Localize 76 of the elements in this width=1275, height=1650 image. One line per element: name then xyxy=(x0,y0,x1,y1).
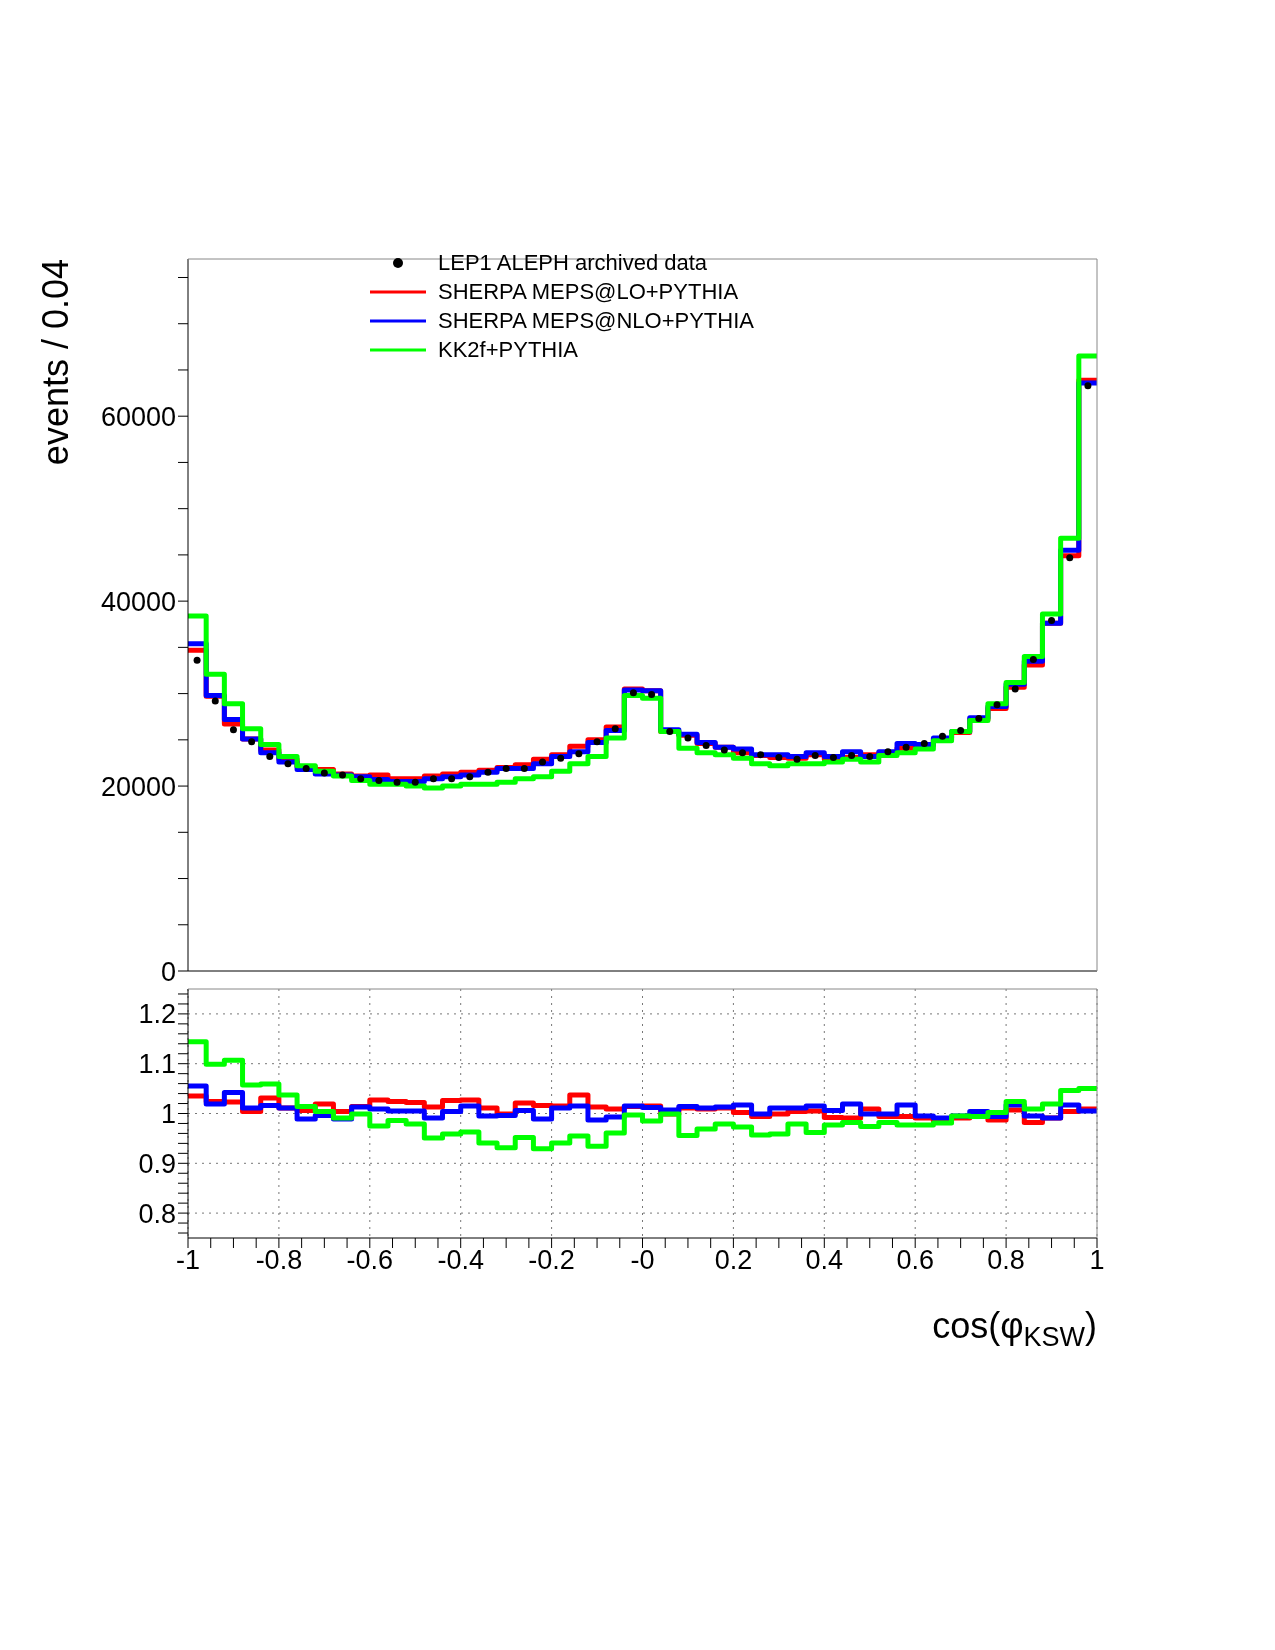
point xyxy=(957,727,965,735)
y-tick-label: 60000 xyxy=(100,401,176,432)
point xyxy=(902,743,910,751)
point xyxy=(1011,685,1019,693)
y-tick-label: 1.2 xyxy=(138,999,176,1030)
x-axis-title: cos(φ$_{KSW}$) xyxy=(932,1305,1097,1353)
point xyxy=(193,656,201,664)
point xyxy=(429,775,437,783)
x-tick-label: 0.6 xyxy=(896,1245,934,1276)
point xyxy=(866,752,874,760)
point xyxy=(1066,554,1074,562)
legend-label: KK2f+PYTHIA xyxy=(438,336,579,364)
point xyxy=(884,748,892,756)
point xyxy=(629,689,637,697)
point xyxy=(502,765,510,772)
point xyxy=(975,715,983,723)
x-tick-label: -0.6 xyxy=(346,1245,394,1276)
point xyxy=(1048,617,1056,625)
point xyxy=(702,741,710,749)
point xyxy=(920,740,928,748)
y-tick-label: 1 xyxy=(160,1099,176,1130)
point xyxy=(811,752,819,760)
x-tick-label: 0.8 xyxy=(987,1245,1025,1276)
point xyxy=(1029,655,1037,663)
point xyxy=(466,773,474,781)
x-tick-label: -0 xyxy=(630,1245,655,1276)
point xyxy=(666,728,674,736)
point xyxy=(720,746,728,754)
point xyxy=(757,751,765,759)
point xyxy=(248,738,256,746)
point xyxy=(775,753,783,761)
point xyxy=(284,760,292,768)
point xyxy=(320,769,328,777)
point xyxy=(448,775,456,783)
y-tick-label: 0.8 xyxy=(138,1198,176,1229)
point xyxy=(738,749,746,757)
x-tick-label: -0.8 xyxy=(255,1245,303,1276)
point xyxy=(393,778,401,786)
x-tick-label: -0.2 xyxy=(528,1245,575,1276)
point xyxy=(575,750,583,758)
legend-label: SHERPA MEPS@NLO+PYTHIA xyxy=(438,307,754,335)
point xyxy=(411,778,419,786)
point xyxy=(684,734,692,742)
y-axis-title: events / 0.04 xyxy=(35,259,76,466)
point xyxy=(993,701,1001,709)
point xyxy=(793,755,801,763)
point xyxy=(648,691,656,699)
point xyxy=(211,697,219,705)
point xyxy=(938,732,946,740)
point xyxy=(848,752,856,760)
y-tick-label: 1.1 xyxy=(138,1049,176,1080)
point xyxy=(539,758,547,766)
point xyxy=(375,777,383,785)
y-tick-label: 0.9 xyxy=(138,1148,176,1179)
legend-label: LEP1 ALEPH archived data xyxy=(438,249,708,277)
point xyxy=(266,752,274,760)
x-tick-label: -0.4 xyxy=(437,1245,484,1276)
point xyxy=(484,768,492,776)
x-tick-label: 0.2 xyxy=(714,1245,753,1276)
point xyxy=(611,725,619,733)
y-tick-label: 40000 xyxy=(100,586,176,617)
point xyxy=(339,771,347,779)
x-tick-label: 0.4 xyxy=(805,1245,844,1276)
point xyxy=(357,775,365,783)
point xyxy=(593,738,601,746)
x-tick-label: -1 xyxy=(175,1245,201,1276)
point xyxy=(829,753,837,761)
point xyxy=(302,765,310,772)
y-tick-label: 0 xyxy=(160,956,176,987)
point xyxy=(1084,382,1092,390)
point xyxy=(557,754,565,762)
point xyxy=(520,765,528,772)
y-tick-label: 20000 xyxy=(100,771,176,802)
legend-label: SHERPA MEPS@LO+PYTHIA xyxy=(438,278,739,306)
x-tick-label: 1 xyxy=(1089,1245,1105,1276)
point xyxy=(229,726,237,734)
